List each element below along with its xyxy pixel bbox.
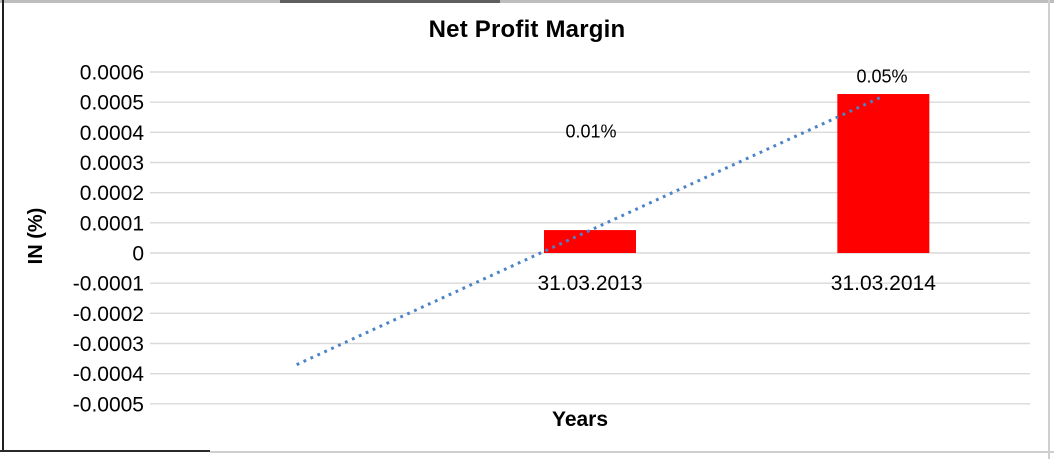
frame-border-bottom-dark: [0, 450, 210, 452]
y-tick-label: 0.0001: [80, 212, 144, 235]
frame-border-top-dark: [280, 0, 500, 3]
bar-31.03.2013: [544, 230, 636, 253]
bar-data-label: 0.01%: [565, 122, 616, 142]
y-tick-label: 0.0004: [80, 122, 145, 145]
frame-border-right: [1048, 0, 1050, 459]
chart-title: Net Profit Margin: [428, 16, 626, 43]
x-tick-label: 31.03.2013: [537, 272, 642, 295]
frame-border-left: [2, 0, 4, 452]
bar-31.03.2014: [837, 94, 930, 254]
y-tick-label: -0.0003: [73, 333, 144, 356]
frame-border-top: [0, 0, 1054, 3]
y-tick-label: 0.0003: [80, 152, 144, 175]
frame-border-bottom: [210, 451, 1054, 453]
y-tick-label: -0.0005: [73, 393, 144, 416]
y-tick-label: 0.0002: [80, 182, 144, 205]
y-tick-label: 0.0006: [80, 61, 144, 84]
trendline: [296, 94, 884, 366]
y-tick-label: -0.0002: [73, 303, 144, 326]
y-tick-label: 0: [132, 243, 144, 266]
y-tick-label: -0.0004: [73, 363, 145, 386]
y-tick-label: -0.0001: [73, 273, 144, 296]
x-tick-label: 31.03.2014: [831, 272, 936, 295]
y-axis-title: IN (%): [25, 207, 47, 265]
bar-data-label: 0.05%: [856, 67, 907, 87]
x-axis-title: Years: [551, 408, 609, 431]
y-tick-label: 0.0005: [80, 92, 144, 115]
